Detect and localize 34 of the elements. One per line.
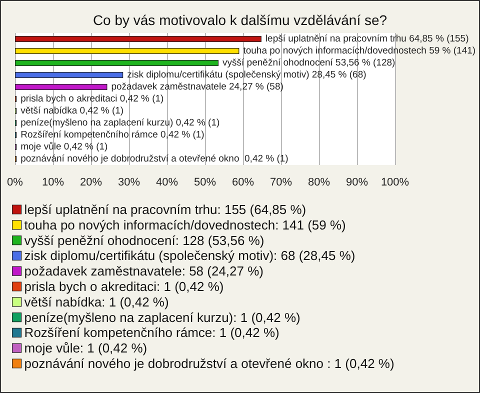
- data-label: peníze(myšleno na zaplacení kurzu) 0,42 % (1): [20, 118, 220, 128]
- data-label: Rozšíření kompetenčního rámce 0,42 % (1): [20, 130, 204, 140]
- data-label: zisk diplomu/certifikátu (společenský motiv) 28,45 % (68): [127, 70, 366, 80]
- data-label: touha po nových informacích/dovednostech 59 % (141): [243, 46, 476, 56]
- data-label: prisla bych o akreditaci 0,42 % (1): [20, 94, 164, 104]
- legend-label: větší nabídka: 1 (0,42 %): [24, 294, 169, 310]
- data-label: požadavek zaměstnavatele 24,27 % (58): [111, 82, 284, 92]
- data-label: vyšší peněžní ohodnocení 53,56 % (128): [222, 58, 396, 68]
- data-label: větší nabídka 0,42 % (1): [20, 106, 124, 116]
- x-tick-label: 20%: [80, 176, 102, 188]
- legend-label: Rozšíření kompetenčního rámce: 1 (0,42 %): [24, 325, 280, 340]
- legend-label: požadavek zaměstnavatele: 58 (24,27 %): [24, 264, 264, 279]
- legend-label: touha po nových informacích/dovednostech: 141 (59 %): [24, 217, 346, 232]
- legend-label: prisla bych o akreditaci: 1 (0,42 %): [24, 279, 224, 294]
- x-tick-label: 30%: [118, 176, 140, 188]
- x-tick-label: 100%: [380, 176, 410, 188]
- x-tick-label: 70%: [270, 176, 292, 188]
- legend-label: peníze(myšleno na zaplacení kurzu): 1 (0,42 %): [24, 310, 300, 325]
- legend-label: moje vůle: 1 (0,42 %): [24, 340, 148, 356]
- x-tick-label: 0%: [7, 176, 24, 188]
- x-tick-label: 40%: [156, 176, 178, 188]
- data-label: lepší uplatnění na pracovním trhu 64,85 % (155): [265, 34, 469, 44]
- x-tick-label: 60%: [232, 176, 254, 188]
- legend-label: poznávání nového je dobrodružství a otevřené okno : 1 (0,42 %): [24, 356, 394, 371]
- x-tick-label: 90%: [346, 176, 368, 188]
- legend-label: zisk diplomu/certifikátu (společenský motiv): 68 (28,45 %): [24, 248, 356, 264]
- data-label: poznávání nového je dobrodružství a otevřené okno 0,42 % (1): [20, 154, 288, 164]
- chart-title: Co by vás motivovalo k dalšímu vzdělávání se?: [92, 12, 388, 28]
- legend-label: lepší uplatnění na pracovním trhu: 155 (64,85 %): [24, 202, 306, 217]
- data-label: moje vůle 0,42 % (1): [20, 142, 108, 152]
- legend-label: vyšší peněžní ohodnocení: 128 (53,56 %): [24, 232, 264, 248]
- x-tick-label: 10%: [42, 176, 64, 188]
- x-tick-label: 80%: [308, 176, 330, 188]
- x-tick-label: 50%: [194, 176, 216, 188]
